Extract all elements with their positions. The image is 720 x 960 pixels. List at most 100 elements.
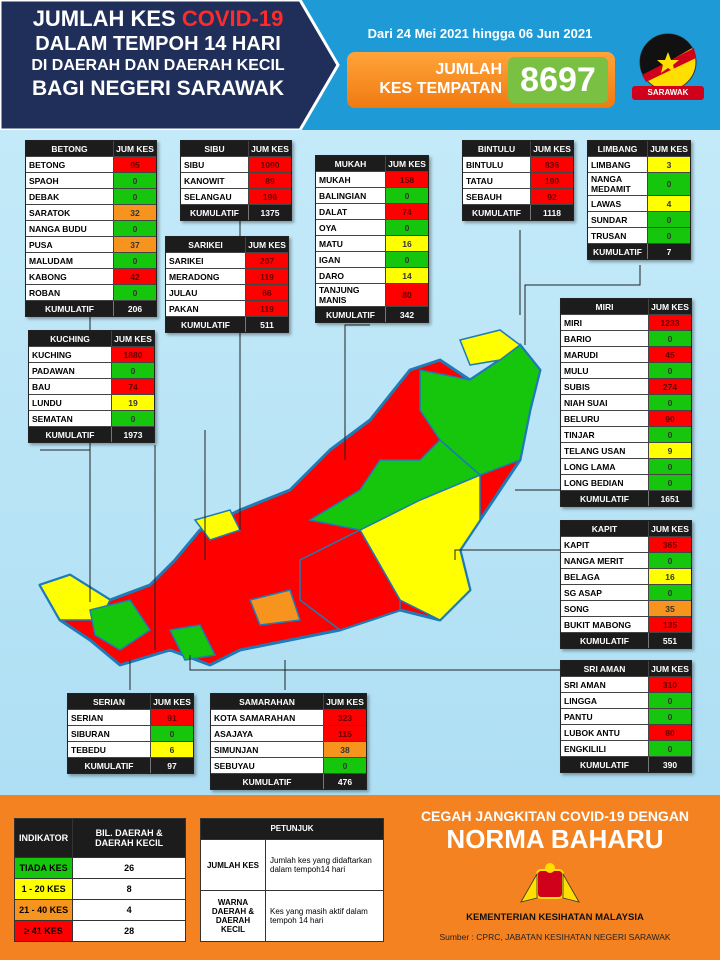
table-row: SUNDAR 0 — [588, 211, 690, 227]
case-count: 19 — [111, 395, 154, 410]
district-name: MIRI — [564, 317, 582, 328]
case-count: 89 — [248, 173, 291, 188]
cumulative-value: 511 — [245, 317, 288, 332]
cumulative-row: KUMULATIF 1375 — [181, 204, 291, 220]
legend-row: 1 - 20 KES 8 — [13, 878, 186, 900]
cumulative-row: KUMULATIF 206 — [26, 300, 156, 316]
district-name: OYA — [319, 222, 337, 233]
table-row: SIBU 1090 — [181, 156, 291, 172]
column-header: JUM KES — [385, 156, 428, 171]
case-count: 0 — [647, 212, 690, 227]
district-name: ASAJAYA — [214, 728, 254, 739]
case-count: 115 — [323, 726, 366, 741]
case-count: 4 — [647, 196, 690, 211]
table-row: KUCHING 1880 — [29, 346, 154, 362]
legend-label: 1 - 20 KES — [13, 878, 74, 900]
table-row: LAWAS 4 — [588, 195, 690, 211]
district-name: TRUSAN — [591, 230, 627, 241]
table-row: BALINGIAN 0 — [316, 187, 428, 203]
legend-count: 28 — [72, 920, 186, 942]
ministry: KEMENTERIAN KESIHATAN MALAYSIA — [466, 912, 644, 923]
district-name: MARUDI — [564, 349, 598, 360]
table-row: MULU 0 — [561, 362, 691, 378]
table-row: LUBOK ANTU 80 — [561, 724, 691, 740]
cumulative-label: KUMULATIF — [242, 776, 292, 787]
table-row: MATU 16 — [316, 235, 428, 251]
district-name: DALAT — [319, 206, 348, 217]
division-name: SARIKEI — [188, 239, 223, 250]
sarawak-logo — [632, 33, 704, 100]
table-header: SRI AMAN JUM KES — [561, 661, 691, 676]
division-table: LIMBANG JUM KES LIMBANG 3 NANGA MEDAMIT 0 LAWA… — [587, 140, 691, 260]
table-row: TATAU 190 — [463, 172, 573, 188]
district-name: MATU — [319, 238, 343, 249]
guide-term: WARNA DAERAH & DAERAH KECIL — [201, 891, 266, 941]
case-count: 45 — [648, 347, 691, 362]
district-name: PADAWAN — [32, 365, 75, 376]
cumulative-row: KUMULATIF 342 — [316, 306, 428, 322]
case-count: 0 — [648, 693, 691, 708]
district-name: SARIKEI — [169, 255, 204, 266]
district-name: SIMUNJAN — [214, 744, 259, 755]
division-table: BINTULU JUM KES BINTULU 836 TATAU 190 SEBAUH 92… — [462, 140, 574, 221]
cumulative-label: KUMULATIF — [593, 246, 642, 257]
case-count: 91 — [150, 710, 193, 725]
column-header: JUM KES — [248, 141, 291, 156]
case-count: 0 — [323, 758, 366, 773]
district-name: MULU — [564, 365, 589, 376]
case-count: 0 — [648, 363, 691, 378]
division-name: SRI AMAN — [583, 663, 626, 674]
case-count: 90 — [648, 411, 691, 426]
district-name: BINTULU — [466, 159, 504, 170]
table-row: ASAJAYA 115 — [211, 725, 366, 741]
case-count: 92 — [530, 189, 573, 204]
case-count: 196 — [248, 189, 291, 204]
cumulative-value: 1118 — [530, 205, 573, 220]
table-row: MERADONG 119 — [166, 268, 288, 284]
map-region — [307, 438, 482, 531]
district-name: BELURU — [564, 413, 600, 424]
map-region — [248, 589, 302, 626]
table-row: TINJAR 0 — [561, 426, 691, 442]
cumulative-row: KUMULATIF 511 — [166, 316, 288, 332]
legend-row: 21 - 40 KES 4 — [13, 899, 186, 921]
table-row: IGAN 0 — [316, 251, 428, 267]
case-count: 836 — [530, 157, 573, 172]
division-table: SAMARAHAN JUM KES KOTA SAMARAHAN 323 ASAJAYA… — [210, 693, 367, 790]
table-row: MUKAH 158 — [316, 171, 428, 187]
title: JUMLAH KES COVID-19 DALAM TEMPOH 14 HARI… — [8, 6, 308, 101]
title-text: JUMLAH KES — [32, 6, 176, 31]
table-row: DEBAK 0 — [26, 188, 156, 204]
table-row: SIBURAN 0 — [68, 725, 193, 741]
case-count: 32 — [113, 205, 156, 220]
map-region — [168, 624, 217, 661]
table-row: BINTULU 836 — [463, 156, 573, 172]
table-row: BELURU 90 — [561, 410, 691, 426]
table-row: NANGA BUDU 0 — [26, 220, 156, 236]
case-count: 42 — [113, 269, 156, 284]
badge: SARAWAK — [647, 88, 689, 97]
district-name: DARO — [319, 270, 345, 281]
district-name: KABONG — [29, 271, 67, 282]
cumulative-label: KUMULATIF — [580, 635, 629, 646]
cumulative-label: KUMULATIF — [190, 207, 239, 218]
district-name: LUNDU — [32, 397, 62, 408]
district-name: KAPIT — [564, 539, 590, 550]
map-region — [89, 599, 152, 651]
division-table: MUKAH JUM KES MUKAH 158 BALINGIAN 0 DALAT 74 OYA… — [315, 155, 429, 323]
division-name: KUCHING — [50, 333, 90, 344]
district-name: KUCHING — [32, 349, 72, 360]
table-row: LONG LAMA 0 — [561, 458, 691, 474]
case-count: 119 — [245, 269, 288, 284]
table-row: MIRI 1233 — [561, 314, 691, 330]
map — [38, 205, 641, 690]
cumulative-label: KUMULATIF — [84, 760, 134, 771]
table-row: SERIAN 91 — [68, 709, 193, 725]
district-name: BETONG — [29, 159, 66, 170]
table-row: SG ASAP 0 — [561, 584, 691, 600]
case-count: 9 — [648, 443, 691, 458]
column-header: JUM KES — [648, 299, 691, 314]
division-table: MIRI JUM KES MIRI 1233 BARIO 0 MARUDI 45 MULU 0 SU… — [560, 298, 692, 507]
table-row: SARATOK 32 — [26, 204, 156, 220]
title-text: DALAM TEMPOH 14 HARI — [35, 33, 281, 56]
